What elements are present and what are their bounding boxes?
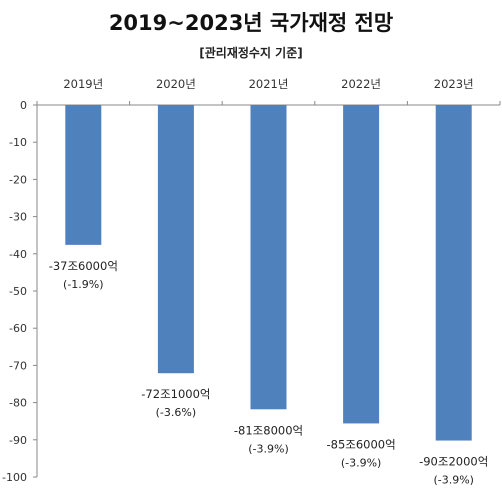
data-percent-label: (-3.9%): [248, 442, 289, 455]
chart-subtitle: [관리재정수지 기준]: [199, 45, 302, 60]
y-tick-label: -70: [9, 359, 27, 372]
data-percent-label: (-3.9%): [341, 456, 382, 469]
y-tick-label: -30: [9, 211, 27, 224]
bar: [250, 105, 287, 410]
bar: [65, 105, 102, 245]
y-tick-label: -100: [2, 471, 27, 484]
y-tick-label: 0: [20, 99, 27, 112]
x-tick-label: 2019년: [63, 77, 103, 91]
x-tick-label: 2020년: [156, 77, 196, 91]
y-tick-label: -90: [9, 434, 27, 447]
chart-title: 2019~2023년 국가재정 전망: [109, 11, 393, 35]
data-label: -72조1000억: [141, 387, 210, 401]
data-percent-label: (-1.9%): [63, 278, 104, 291]
data-label: -37조6000억: [49, 259, 118, 273]
bar: [435, 105, 472, 441]
y-tick-label: -60: [9, 322, 27, 335]
x-tick-label: 2023년: [434, 77, 474, 91]
y-tick-label: -20: [9, 173, 27, 186]
y-tick-label: -80: [9, 397, 27, 410]
data-label: -81조8000억: [234, 423, 303, 437]
x-tick-label: 2022년: [341, 77, 381, 91]
data-label: -85조6000억: [326, 437, 395, 451]
y-tick-label: -40: [9, 248, 27, 261]
y-tick-label: -10: [9, 136, 27, 149]
data-percent-label: (-3.6%): [156, 406, 197, 419]
bar: [157, 105, 194, 374]
data-percent-label: (-3.9%): [433, 474, 474, 487]
x-tick-label: 2021년: [249, 77, 289, 91]
y-tick-label: -50: [9, 285, 27, 298]
plot-area: 0 -10 -20 -30 -40 -50 -60 -70 -80 -90 -100 2019년 -37…: [2, 77, 501, 487]
bar: [343, 105, 380, 424]
data-label: -90조2000억: [419, 455, 488, 469]
